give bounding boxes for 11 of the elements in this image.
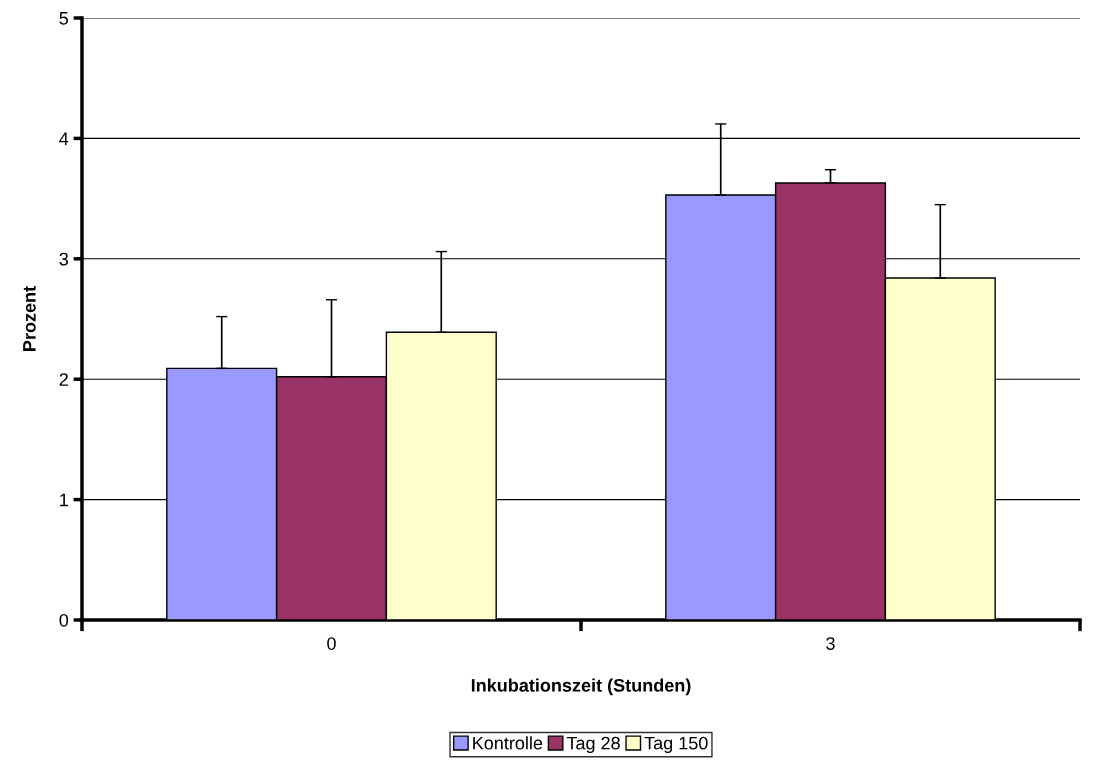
legend-label: Tag 150: [644, 736, 708, 754]
y-axis-title: Prozent: [23, 286, 36, 351]
y-tick-label: 4: [59, 132, 69, 145]
y-tick-label: 1: [60, 493, 68, 507]
x-axis-title: Inkubationszeit (Stunden): [471, 678, 691, 696]
y-tick-label: 2: [59, 373, 68, 386]
legend-label: Kontrolle: [473, 736, 543, 750]
y-tick-label: 0: [59, 613, 69, 627]
legend-label: Tag 28: [566, 736, 620, 754]
y-tick-label: 3: [59, 252, 69, 266]
y-tick-label: 5: [59, 12, 69, 25]
